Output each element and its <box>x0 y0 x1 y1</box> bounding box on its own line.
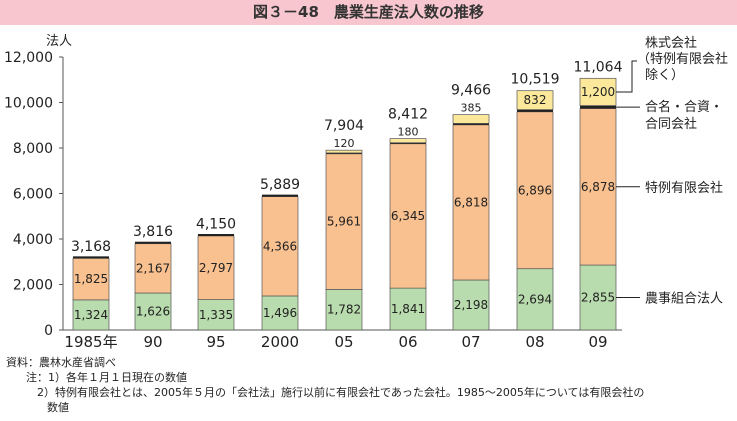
x-tick-label: 08 <box>525 333 544 351</box>
bar-segment <box>134 243 172 294</box>
segment-label: 832 <box>524 93 547 107</box>
legend-label: （特例有限会社 <box>637 51 728 67</box>
total-label: 3,816 <box>133 224 173 240</box>
x-tick-label: 90 <box>143 333 162 351</box>
legend-leader <box>616 60 637 93</box>
total-label: 7,904 <box>324 118 364 134</box>
x-tick-label: 1985年 <box>64 333 117 351</box>
bar-segment <box>516 90 554 110</box>
bar-segment <box>72 258 110 301</box>
total-label: 3,168 <box>71 239 111 255</box>
y-unit-label: 法人 <box>46 34 72 49</box>
y-tick-label: 6,000 <box>13 187 53 203</box>
y-tick-label: 0 <box>44 323 53 339</box>
bar-segment <box>198 233 234 236</box>
x-tick-label: 06 <box>398 333 417 351</box>
x-tick-label: 07 <box>461 333 480 351</box>
segment-label: 1,324 <box>74 308 108 322</box>
y-tick-label: 4,000 <box>13 232 53 248</box>
source-note: 資料：農林水産省調べ <box>6 356 116 369</box>
bar-segment <box>452 114 490 124</box>
segment-label: 1,782 <box>327 303 361 317</box>
segment-label: 2,694 <box>518 292 552 306</box>
segment-label: 2,855 <box>581 291 615 305</box>
note-2: 2）特例有限会社とは、2005年５月の「会社法」施行以前に有限会社であった会社。… <box>37 386 645 399</box>
segment-label: 385 <box>461 102 482 115</box>
bar-segment <box>325 289 363 331</box>
bar-chart: 法人 0 2,000 4,000 6,000 8,000 10,000 12,000 1,324… <box>4 34 728 351</box>
segment-label: 2,797 <box>199 261 233 275</box>
segment-label: 1,200 <box>581 85 615 99</box>
total-label: 4,150 <box>196 217 236 233</box>
legend-label: 農事組合法人 <box>645 292 723 307</box>
bar-segment <box>262 194 298 197</box>
bar-segment <box>453 122 489 125</box>
segment-label: 6,345 <box>391 209 425 223</box>
total-label: 5,889 <box>260 177 300 193</box>
total-label: 9,466 <box>451 83 491 99</box>
x-tick-label: 95 <box>206 333 225 351</box>
bar-segment <box>197 235 235 300</box>
segment-label: 2,167 <box>136 261 170 275</box>
bar-segment <box>389 138 427 144</box>
bar-segment <box>135 241 171 244</box>
bar-segment <box>579 108 617 266</box>
total-label: 10,519 <box>511 72 560 88</box>
bar-segment <box>389 287 427 331</box>
segment-label: 6,818 <box>454 195 488 209</box>
total-label: 11,064 <box>574 59 623 75</box>
bar-segment <box>73 256 109 259</box>
x-tick-label: 2000 <box>261 333 299 351</box>
y-tick-label: 8,000 <box>13 141 53 157</box>
figure-title: 図３－48 農業生産法人数の推移 <box>0 0 737 25</box>
notes: 資料：農林水産省調べ 注：1）各年１月１日現在の数値 2）特例有限会社とは、20… <box>6 355 644 415</box>
x-tick-label: 05 <box>334 333 353 351</box>
bar-segment <box>325 149 363 154</box>
x-tick-label: 09 <box>588 333 607 351</box>
y-tick-label: 10,000 <box>4 96 53 112</box>
bar-segment <box>516 111 554 270</box>
segment-label: 6,878 <box>581 180 615 194</box>
note-1: 注：1）各年１月１日現在の数値 <box>26 371 187 384</box>
note-2-continued: 数値 <box>47 401 69 414</box>
segment-label: 1,335 <box>199 308 233 322</box>
legend-label: 合同会社 <box>645 116 697 132</box>
bar-segment <box>579 264 617 331</box>
segment-label: 1,841 <box>391 302 425 316</box>
legend-label: 合名・合資・ <box>645 99 723 115</box>
segment-label: 120 <box>334 137 355 150</box>
segment-label: 180 <box>398 126 419 139</box>
bar-segment <box>517 109 553 112</box>
y-tick-label: 12,000 <box>4 50 53 66</box>
legend-label: 株式会社 <box>645 35 697 51</box>
legend-label: 特例有限会社 <box>645 180 723 196</box>
segment-label: 1,496 <box>263 306 297 320</box>
legend-label: 除く） <box>645 68 684 83</box>
segment-label: 4,366 <box>263 239 297 253</box>
bar-segment <box>261 196 299 297</box>
bar-segment <box>72 299 110 331</box>
segment-label: 1,626 <box>136 305 170 319</box>
segment-label: 1,825 <box>74 272 108 286</box>
segment-label: 5,961 <box>327 215 361 229</box>
bar-segment <box>452 124 490 281</box>
bar-segment <box>452 279 490 331</box>
segment-label: 6,896 <box>518 183 552 197</box>
y-tick-label: 2,000 <box>13 278 53 294</box>
bar-segment <box>325 153 363 290</box>
segment-label: 2,198 <box>454 298 488 312</box>
bar-segment <box>580 105 616 109</box>
total-label: 8,412 <box>388 107 428 123</box>
bar-segment <box>389 143 427 289</box>
